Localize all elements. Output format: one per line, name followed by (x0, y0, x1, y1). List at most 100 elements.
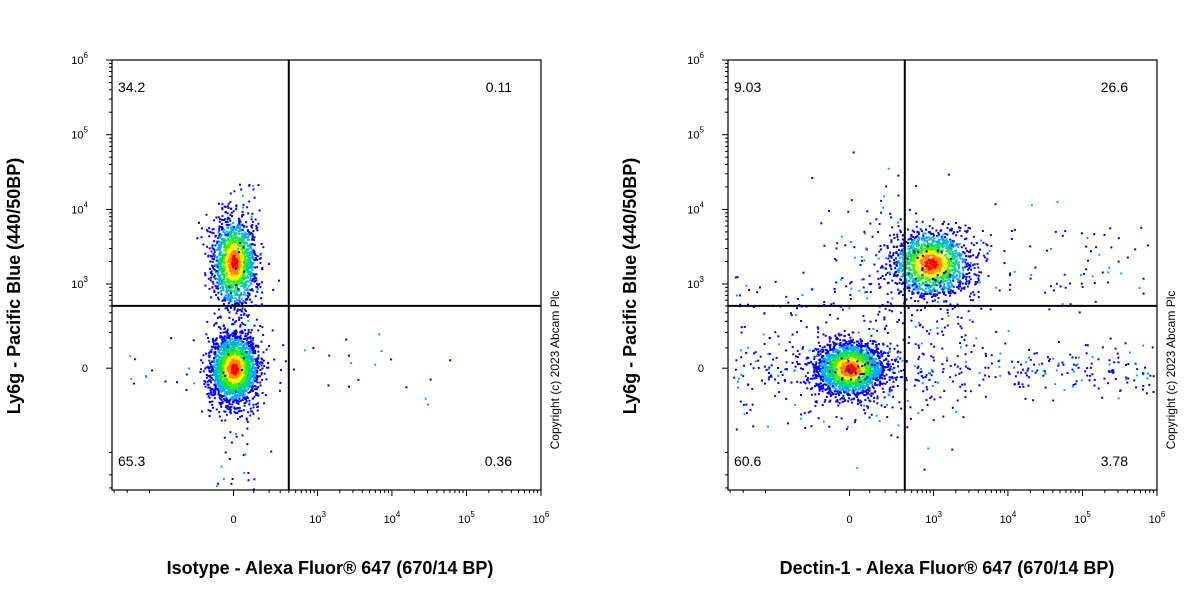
scatter-point (247, 245, 250, 248)
scatter-point (231, 344, 234, 347)
scatter-point (209, 371, 212, 373)
scatter-point (217, 360, 220, 363)
scatter-point (230, 257, 233, 260)
scatter-point (231, 225, 234, 228)
scatter-point (926, 301, 929, 304)
scatter-point (229, 300, 232, 303)
scatter-point (251, 289, 254, 292)
scatter-point (202, 243, 205, 246)
scatter-point (249, 232, 252, 235)
scatter-point (256, 258, 259, 261)
scatter-point (221, 363, 224, 365)
scatter-point (223, 249, 226, 252)
scatter-point (225, 224, 228, 226)
scatter-point (261, 367, 264, 370)
scatter-point (246, 287, 249, 290)
scatter-point (242, 261, 245, 264)
scatter-point (214, 263, 217, 266)
scatter-point (246, 347, 249, 350)
scatter-point (949, 294, 951, 297)
scatter-point (239, 245, 242, 247)
scatter-point (222, 219, 225, 221)
scatter-point (236, 268, 239, 271)
scatter-point (220, 366, 223, 368)
scatter-point (259, 257, 262, 260)
scatter-point (237, 254, 240, 257)
scatter-point (261, 392, 264, 394)
scatter-point (223, 337, 226, 340)
scatter-point (237, 275, 240, 278)
scatter-point (245, 283, 248, 286)
scatter-point (964, 230, 967, 233)
scatter-point (251, 366, 254, 369)
scatter-point (240, 369, 242, 372)
scatter-point (218, 263, 221, 266)
scatter-point (220, 383, 223, 386)
scatter-point (247, 369, 250, 372)
scatter-point (219, 387, 222, 390)
scatter-point (979, 248, 981, 251)
scatter-point (233, 226, 236, 229)
scatter-point (221, 285, 224, 288)
scatter-point (232, 398, 235, 401)
scatter-point (235, 349, 238, 352)
scatter-point (226, 285, 229, 288)
scatter-point (209, 379, 212, 382)
scatter-point (278, 279, 280, 282)
scatter-point (237, 351, 240, 353)
scatter-point (917, 274, 920, 277)
y-tick-label: 0 (82, 363, 88, 375)
scatter-point (935, 278, 938, 281)
scatter-point (256, 255, 259, 258)
scatter-point (229, 298, 232, 301)
scatter-point (247, 391, 250, 394)
scatter-point (279, 381, 282, 384)
scatter-point (219, 336, 222, 339)
scatter-point (229, 338, 232, 341)
scatter-points (129, 183, 452, 491)
scatter-point (957, 281, 960, 284)
scatter-point (966, 250, 968, 252)
scatter-point (240, 389, 243, 392)
scatter-point (132, 382, 135, 385)
scatter-point (221, 269, 224, 272)
scatter-point (248, 293, 251, 296)
scatter-point (231, 229, 234, 232)
scatter-point (215, 378, 218, 381)
scatter-point (221, 367, 224, 370)
scatter-point (233, 348, 236, 351)
scatter-point (239, 343, 242, 346)
scatter-point (938, 239, 941, 241)
scatter-point (199, 371, 202, 374)
scatter-point (380, 350, 383, 353)
scatter-point (215, 216, 218, 219)
scatter-point (224, 345, 227, 347)
scatter-point (211, 244, 214, 247)
scatter-point (925, 291, 928, 293)
scatter-point (217, 298, 220, 301)
scatter-point (260, 357, 263, 360)
scatter-point (204, 284, 207, 287)
scatter-point (221, 368, 224, 371)
scatter-point (956, 286, 959, 289)
scatter-point (234, 267, 237, 270)
scatter-point (212, 266, 214, 269)
scatter-point (232, 318, 234, 321)
scatter-point (225, 267, 228, 270)
scatter-point (241, 302, 244, 305)
scatter-point (887, 281, 890, 284)
scatter-point (220, 465, 223, 468)
scatter-point (230, 347, 232, 349)
scatter-point (238, 340, 240, 343)
scatter-point (219, 349, 222, 352)
scatter-point (215, 485, 218, 488)
scatter-point (223, 397, 225, 400)
scatter-point (210, 391, 212, 394)
scatter-point (226, 290, 229, 293)
scatter-point (236, 381, 239, 384)
scatter-point (244, 251, 247, 254)
scatter-point (236, 386, 239, 389)
scatter-point (219, 345, 222, 348)
scatter-point (251, 348, 254, 351)
